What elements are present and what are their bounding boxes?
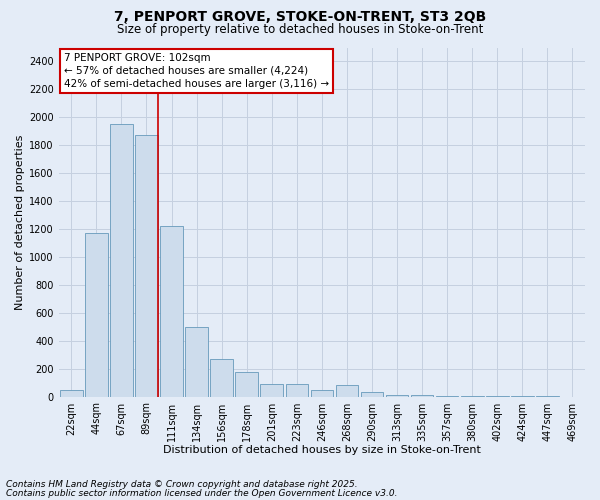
Text: 7 PENPORT GROVE: 102sqm
← 57% of detached houses are smaller (4,224)
42% of semi: 7 PENPORT GROVE: 102sqm ← 57% of detache… — [64, 52, 329, 89]
Bar — [335, 384, 358, 396]
Bar — [386, 394, 409, 396]
Bar — [311, 390, 333, 396]
Text: Contains public sector information licensed under the Open Government Licence v3: Contains public sector information licen… — [6, 489, 398, 498]
Bar — [260, 384, 283, 396]
Bar — [361, 392, 383, 396]
Bar — [185, 327, 208, 396]
Bar — [110, 124, 133, 396]
Y-axis label: Number of detached properties: Number of detached properties — [15, 134, 25, 310]
Bar — [286, 384, 308, 396]
Bar — [60, 390, 83, 396]
Bar — [211, 359, 233, 397]
Text: Contains HM Land Registry data © Crown copyright and database right 2025.: Contains HM Land Registry data © Crown c… — [6, 480, 358, 489]
X-axis label: Distribution of detached houses by size in Stoke-on-Trent: Distribution of detached houses by size … — [163, 445, 481, 455]
Text: 7, PENPORT GROVE, STOKE-ON-TRENT, ST3 2QB: 7, PENPORT GROVE, STOKE-ON-TRENT, ST3 2Q… — [114, 10, 486, 24]
Bar — [160, 226, 183, 396]
Text: Size of property relative to detached houses in Stoke-on-Trent: Size of property relative to detached ho… — [117, 22, 483, 36]
Bar — [135, 135, 158, 396]
Bar — [85, 232, 107, 396]
Bar — [235, 372, 258, 396]
